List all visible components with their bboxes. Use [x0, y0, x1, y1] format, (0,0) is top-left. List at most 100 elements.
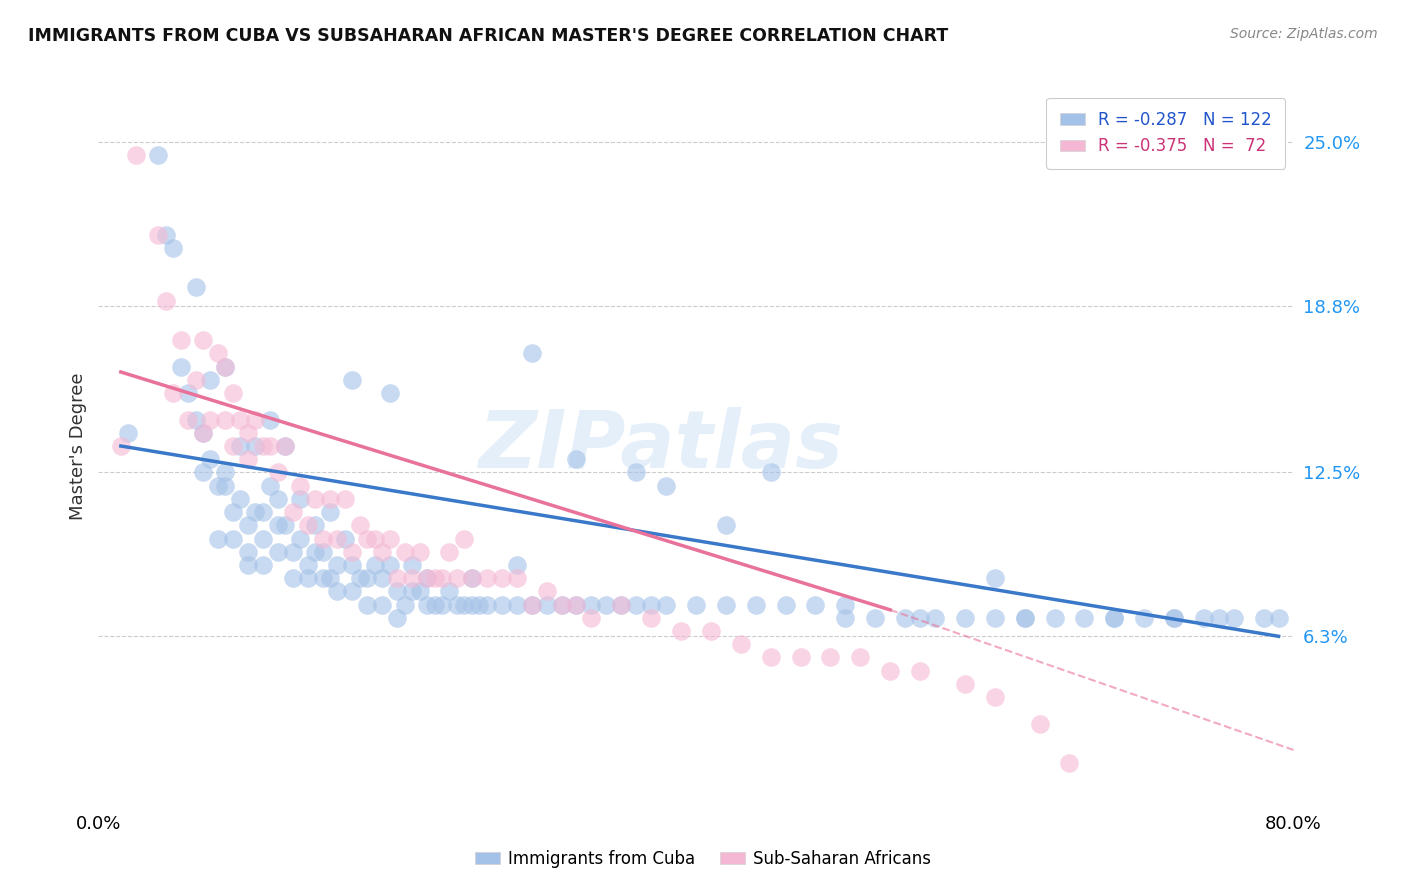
Point	[297, 571, 319, 585]
Point	[155, 293, 177, 308]
Point	[730, 637, 752, 651]
Point	[148, 227, 170, 242]
Point	[274, 439, 297, 453]
Point	[267, 466, 290, 480]
Point	[304, 545, 326, 559]
Point	[245, 505, 267, 519]
Point	[408, 545, 430, 559]
Point	[222, 532, 245, 546]
Point	[416, 571, 439, 585]
Point	[401, 558, 423, 572]
Point	[775, 598, 797, 612]
Point	[229, 439, 252, 453]
Point	[385, 571, 409, 585]
Point	[191, 333, 214, 347]
Point	[834, 598, 856, 612]
Point	[439, 545, 461, 559]
Point	[423, 598, 446, 612]
Point	[759, 466, 782, 480]
Point	[288, 532, 311, 546]
Point	[200, 412, 222, 426]
Point	[281, 545, 304, 559]
Point	[297, 558, 319, 572]
Point	[669, 624, 692, 638]
Point	[342, 373, 364, 387]
Text: IMMIGRANTS FROM CUBA VS SUBSAHARAN AFRICAN MASTER'S DEGREE CORRELATION CHART: IMMIGRANTS FROM CUBA VS SUBSAHARAN AFRIC…	[28, 27, 949, 45]
Point	[1028, 716, 1050, 731]
Text: Source: ZipAtlas.com: Source: ZipAtlas.com	[1230, 27, 1378, 41]
Point	[311, 532, 333, 546]
Y-axis label: Master's Degree: Master's Degree	[69, 372, 87, 520]
Point	[1163, 611, 1185, 625]
Point	[1073, 611, 1095, 625]
Point	[640, 611, 662, 625]
Point	[565, 452, 588, 467]
Point	[214, 359, 236, 374]
Point	[491, 571, 513, 585]
Point	[378, 558, 401, 572]
Point	[326, 584, 349, 599]
Point	[229, 491, 252, 506]
Point	[408, 584, 430, 599]
Point	[908, 611, 931, 625]
Point	[304, 518, 326, 533]
Point	[319, 491, 342, 506]
Point	[416, 598, 439, 612]
Point	[184, 373, 207, 387]
Point	[820, 650, 842, 665]
Point	[865, 611, 887, 625]
Point	[245, 412, 267, 426]
Point	[245, 439, 267, 453]
Point	[267, 545, 290, 559]
Point	[385, 584, 409, 599]
Point	[714, 518, 737, 533]
Point	[169, 359, 191, 374]
Point	[1192, 611, 1215, 625]
Point	[461, 571, 484, 585]
Point	[685, 598, 707, 612]
Point	[326, 558, 349, 572]
Legend: R = -0.287   N = 122, R = -0.375   N =  72: R = -0.287 N = 122, R = -0.375 N = 72	[1046, 97, 1285, 169]
Point	[191, 425, 214, 440]
Point	[610, 598, 633, 612]
Point	[214, 478, 236, 492]
Point	[834, 611, 856, 625]
Point	[252, 558, 274, 572]
Point	[162, 386, 184, 401]
Point	[191, 425, 214, 440]
Point	[1059, 756, 1081, 771]
Point	[274, 518, 297, 533]
Point	[401, 571, 423, 585]
Point	[252, 439, 274, 453]
Point	[759, 650, 782, 665]
Point	[430, 598, 453, 612]
Point	[200, 452, 222, 467]
Point	[356, 571, 378, 585]
Point	[297, 518, 319, 533]
Point	[236, 558, 259, 572]
Point	[110, 439, 132, 453]
Point	[349, 571, 371, 585]
Point	[506, 571, 529, 585]
Point	[624, 598, 647, 612]
Point	[191, 466, 214, 480]
Point	[1163, 611, 1185, 625]
Point	[184, 280, 207, 294]
Point	[461, 571, 484, 585]
Point	[894, 611, 917, 625]
Point	[745, 598, 768, 612]
Point	[1223, 611, 1246, 625]
Point	[371, 598, 394, 612]
Point	[207, 346, 229, 360]
Point	[236, 545, 259, 559]
Point	[536, 598, 558, 612]
Point	[267, 491, 290, 506]
Point	[304, 491, 326, 506]
Point	[319, 571, 342, 585]
Point	[311, 545, 333, 559]
Point	[333, 532, 356, 546]
Point	[364, 532, 387, 546]
Point	[983, 571, 1005, 585]
Point	[267, 518, 290, 533]
Point	[342, 545, 364, 559]
